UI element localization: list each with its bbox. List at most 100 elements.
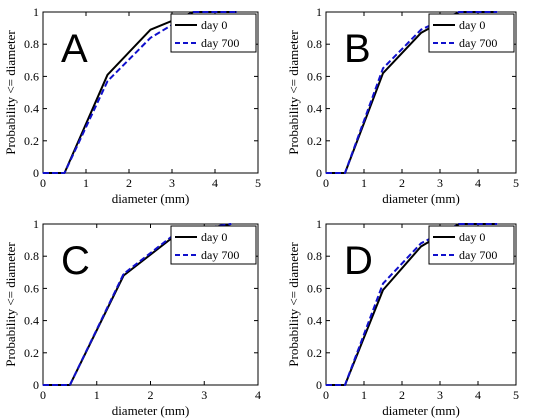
legend-box (170, 13, 257, 53)
legend-label: day 0 (201, 230, 227, 244)
y-tick-label: 0 (33, 166, 39, 180)
legend: day 0 day 700 (428, 13, 515, 53)
y-tick-label: 0.4 (24, 314, 39, 328)
data-point (458, 11, 460, 13)
x-tick-label: 2 (126, 176, 132, 190)
data-point (106, 80, 109, 82)
x-tick-label: 2 (399, 176, 405, 190)
legend: day 0 day 700 (170, 13, 257, 53)
x-tick-label: 5 (255, 176, 261, 190)
series-line-day0 (326, 11, 497, 174)
y-tick-label: 0.4 (24, 102, 39, 116)
x-tick-label: 4 (255, 388, 261, 402)
panel-label: B (344, 27, 371, 71)
y-tick-label: 0.8 (24, 37, 39, 51)
x-tick-label: 3 (201, 388, 207, 402)
x-tick-label: 3 (437, 388, 443, 402)
data-point (458, 223, 460, 225)
legend-box (428, 225, 515, 265)
legend-label: day 700 (459, 248, 497, 262)
y-tick-label: 1 (316, 217, 322, 231)
y-tick-label: 0.6 (24, 69, 39, 83)
y-tick-label: 0 (316, 166, 322, 180)
data-point (420, 242, 422, 244)
x-tick-label: 5 (513, 388, 519, 402)
y-tick-label: 0 (316, 378, 322, 392)
y-tick-label: 0.6 (24, 281, 39, 295)
data-point (42, 384, 44, 386)
data-point (123, 273, 125, 275)
x-tick-label: 4 (212, 176, 218, 190)
panel-label: C (61, 239, 90, 283)
legend-label: day 0 (201, 18, 227, 32)
y-tick-label: 0.4 (307, 102, 322, 116)
x-axis-label: diameter (mm) (382, 191, 460, 206)
x-tick-label: 4 (475, 388, 481, 402)
x-tick-label: 1 (94, 388, 100, 402)
x-axis-label: diameter (mm) (112, 191, 190, 206)
y-axis-label: Probability <= diameter (3, 242, 18, 367)
data-point (382, 67, 384, 69)
legend-box (170, 225, 257, 265)
panel-label: D (344, 239, 373, 283)
series-line-day700 (43, 11, 237, 174)
data-point (496, 223, 498, 225)
data-point (106, 74, 109, 76)
x-tick-label: 1 (361, 176, 367, 190)
data-point (325, 172, 327, 174)
data-point (192, 11, 195, 13)
data-point (149, 37, 152, 39)
y-tick-label: 0.8 (307, 249, 322, 263)
y-tick-label: 1 (33, 5, 39, 19)
y-tick-label: 0.2 (24, 134, 39, 148)
x-tick-label: 4 (475, 176, 481, 190)
x-axis-label: diameter (mm) (112, 403, 190, 418)
panel-a: 0 1 2 3 4 5 0 0.2 0.4 0.6 0.8 1 diameter (mm) Probabi… (3, 5, 261, 206)
y-tick-label: 0.4 (307, 314, 322, 328)
panel-label: A (61, 27, 88, 71)
legend: day 0 day 700 (170, 225, 257, 265)
series-line-day0 (43, 11, 237, 174)
series-line-day0 (326, 223, 497, 386)
data-point (496, 11, 498, 13)
data-point (149, 29, 152, 31)
data-point (420, 29, 422, 31)
data-point (344, 172, 346, 174)
panel-d: 0 1 2 3 4 5 0 0.2 0.4 0.6 0.8 1 diameter (mm) Probabi… (286, 217, 519, 418)
data-point (235, 11, 238, 13)
legend-label: day 700 (201, 36, 239, 50)
y-tick-label: 0.2 (307, 346, 322, 360)
legend-label: day 700 (201, 248, 239, 262)
data-point (63, 172, 66, 174)
y-tick-label: 0.8 (307, 37, 322, 51)
data-point (382, 289, 384, 291)
y-tick-label: 0.2 (307, 134, 322, 148)
legend: day 0 day 700 (428, 225, 515, 265)
data-point (420, 32, 422, 34)
legend-label: day 700 (459, 36, 497, 50)
x-tick-label: 1 (83, 176, 89, 190)
x-axis-label: diameter (mm) (382, 403, 460, 418)
data-point (325, 384, 327, 386)
x-tick-label: 5 (513, 176, 519, 190)
data-point (42, 172, 44, 174)
x-tick-label: 2 (399, 388, 405, 402)
legend-box (428, 13, 515, 53)
series-line-day700 (326, 11, 497, 174)
panel-c: 0 1 2 3 4 0 0.2 0.4 0.6 0.8 1 diameter (mm) Probabil… (3, 217, 261, 418)
x-tick-label: 0 (323, 176, 329, 190)
x-tick-label: 3 (437, 176, 443, 190)
y-tick-label: 1 (33, 217, 39, 231)
panel-b: 0 1 2 3 4 5 0 0.2 0.4 0.6 0.8 1 diameter (mm) Probabi… (286, 5, 519, 206)
x-tick-label: 1 (361, 388, 367, 402)
y-axis-label: Probability <= diameter (3, 30, 18, 155)
x-tick-label: 0 (323, 388, 329, 402)
data-point (382, 72, 384, 74)
data-point (344, 384, 346, 386)
y-axis-label: Probability <= diameter (286, 30, 301, 155)
series-line-day700 (326, 223, 497, 386)
x-tick-label: 0 (40, 176, 46, 190)
legend-label: day 0 (459, 230, 485, 244)
data-point (420, 245, 422, 248)
